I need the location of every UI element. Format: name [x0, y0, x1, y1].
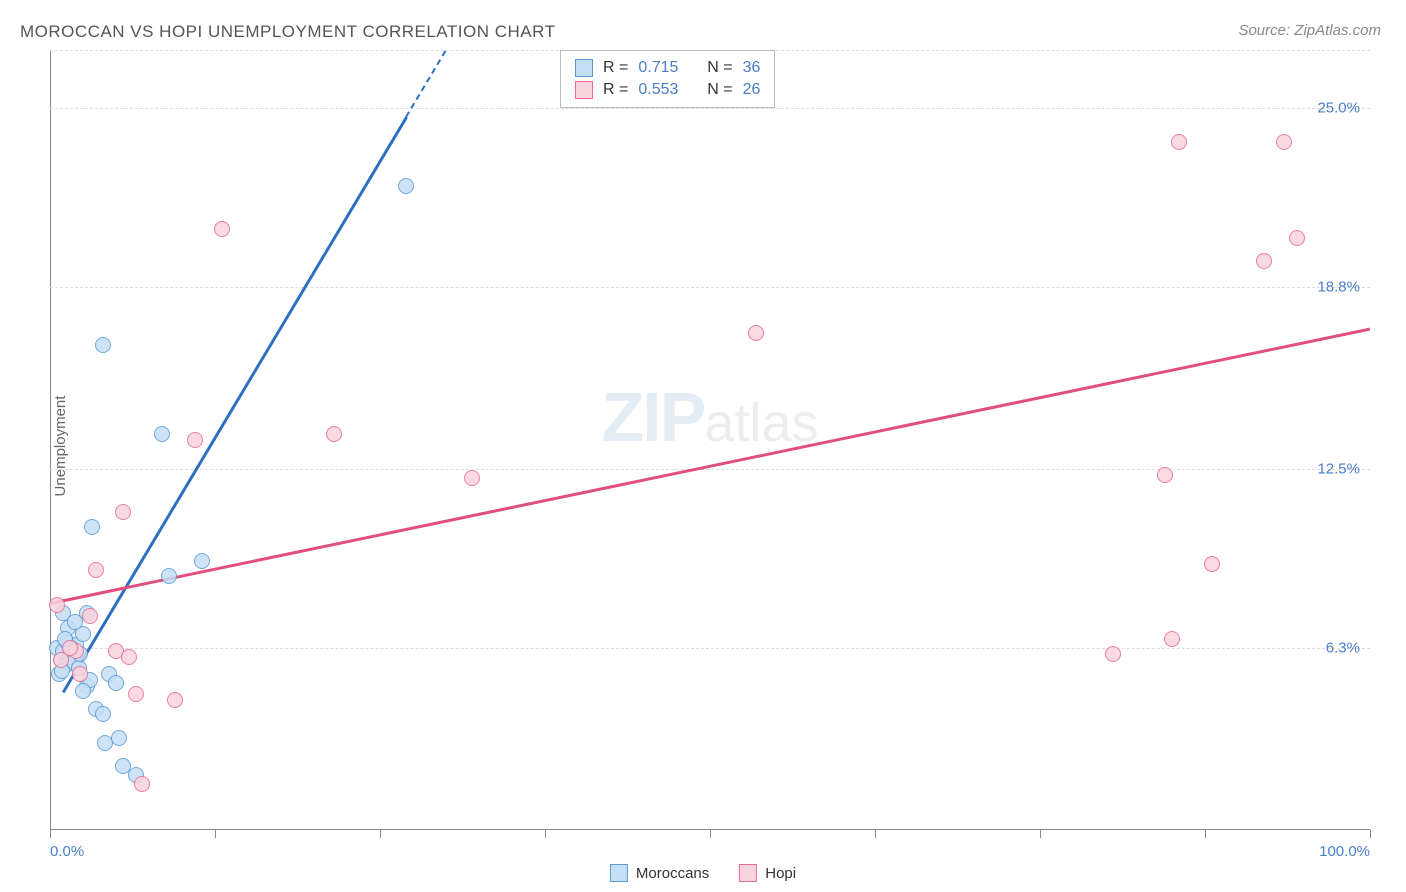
- x-tick: [380, 830, 381, 838]
- data-point: [134, 776, 150, 792]
- y-tick-label: 18.8%: [1317, 278, 1360, 295]
- data-point: [1164, 631, 1180, 647]
- x-tick-label: 0.0%: [50, 843, 84, 860]
- data-point: [111, 730, 127, 746]
- data-point: [154, 426, 170, 442]
- data-point: [82, 608, 98, 624]
- n-value-hopi: 26: [743, 81, 761, 99]
- bottom-legend: Moroccans Hopi: [610, 864, 796, 882]
- data-point: [1289, 230, 1305, 246]
- correlation-chart: MOROCCAN VS HOPI UNEMPLOYMENT CORRELATIO…: [0, 0, 1406, 892]
- stats-box: R = 0.715 N = 36 R = 0.553 N = 26: [560, 50, 775, 108]
- y-tick-label: 25.0%: [1317, 99, 1360, 116]
- x-tick: [545, 830, 546, 838]
- x-tick: [710, 830, 711, 838]
- data-point: [115, 504, 131, 520]
- r-value-hopi: 0.553: [638, 81, 678, 99]
- n-label: N =: [707, 59, 732, 77]
- data-point: [326, 426, 342, 442]
- legend-label-moroccans: Moroccans: [636, 865, 709, 882]
- data-point: [464, 470, 480, 486]
- legend-swatch-hopi-icon: [739, 864, 757, 882]
- data-point: [108, 675, 124, 691]
- data-point: [187, 432, 203, 448]
- data-point: [72, 666, 88, 682]
- data-point: [84, 519, 100, 535]
- stats-row-hopi: R = 0.553 N = 26: [575, 79, 760, 101]
- data-point: [1157, 467, 1173, 483]
- stats-row-moroccans: R = 0.715 N = 36: [575, 57, 760, 79]
- grid-line: [50, 648, 1370, 649]
- legend-item-moroccans: Moroccans: [610, 864, 709, 882]
- x-tick: [1040, 830, 1041, 838]
- swatch-moroccans-icon: [575, 59, 593, 77]
- data-point: [1276, 134, 1292, 150]
- x-tick: [1205, 830, 1206, 838]
- data-point: [128, 686, 144, 702]
- data-point: [748, 325, 764, 341]
- legend-item-hopi: Hopi: [739, 864, 796, 882]
- data-point: [1204, 556, 1220, 572]
- watermark-atlas: atlas: [704, 393, 818, 453]
- x-tick-label: 100.0%: [1319, 843, 1370, 860]
- data-point: [49, 597, 65, 613]
- source-credit: Source: ZipAtlas.com: [1238, 22, 1381, 39]
- y-tick-label: 6.3%: [1326, 640, 1360, 657]
- x-tick: [1370, 830, 1371, 838]
- data-point: [75, 683, 91, 699]
- data-point: [88, 562, 104, 578]
- data-point: [1105, 646, 1121, 662]
- r-value-moroccans: 0.715: [638, 59, 678, 77]
- chart-title: MOROCCAN VS HOPI UNEMPLOYMENT CORRELATIO…: [20, 22, 555, 42]
- data-point: [1256, 253, 1272, 269]
- data-point: [95, 337, 111, 353]
- grid-line: [50, 287, 1370, 288]
- y-tick-label: 12.5%: [1317, 460, 1360, 477]
- data-point: [214, 221, 230, 237]
- data-point: [121, 649, 137, 665]
- watermark-zip: ZIP: [602, 378, 705, 456]
- x-tick: [215, 830, 216, 838]
- x-tick: [875, 830, 876, 838]
- legend-label-hopi: Hopi: [765, 865, 796, 882]
- data-point: [167, 692, 183, 708]
- y-axis: [50, 50, 51, 830]
- data-point: [194, 553, 210, 569]
- watermark: ZIPatlas: [602, 377, 819, 457]
- data-point: [161, 568, 177, 584]
- plot-area: ZIPatlas R = 0.715 N = 36 R = 0.553 N =: [50, 50, 1370, 830]
- n-label: N =: [707, 81, 732, 99]
- n-value-moroccans: 36: [743, 59, 761, 77]
- trend-line: [62, 117, 407, 693]
- trend-line: [50, 327, 1370, 604]
- swatch-hopi-icon: [575, 81, 593, 99]
- data-point: [398, 178, 414, 194]
- r-label: R =: [603, 59, 628, 77]
- r-label: R =: [603, 81, 628, 99]
- legend-swatch-moroccans-icon: [610, 864, 628, 882]
- data-point: [1171, 134, 1187, 150]
- data-point: [95, 706, 111, 722]
- data-point: [62, 640, 78, 656]
- x-tick: [50, 830, 51, 838]
